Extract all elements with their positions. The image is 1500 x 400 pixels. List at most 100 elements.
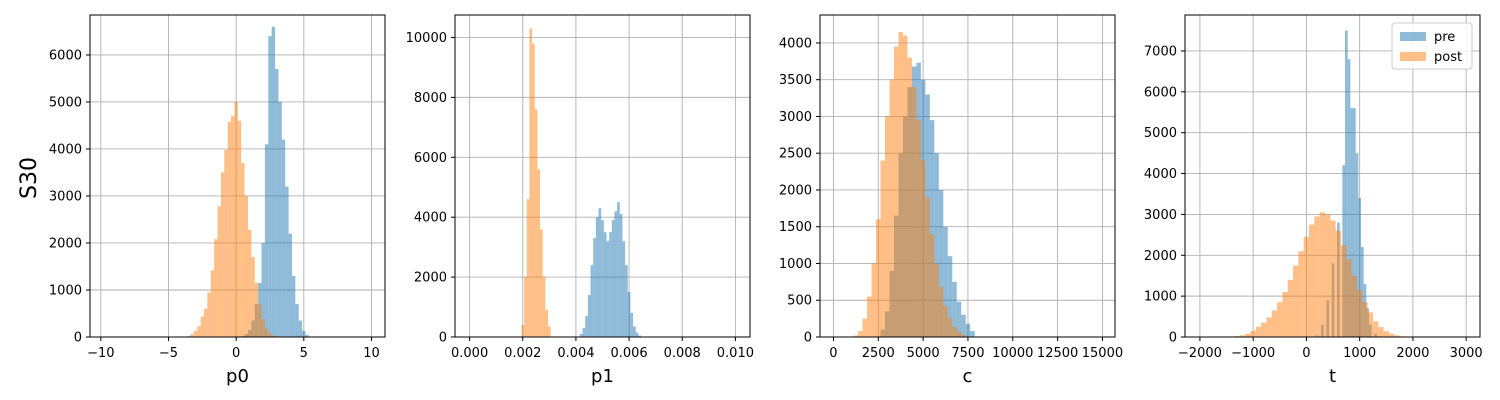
x-axis-label: c	[963, 366, 973, 387]
bar-post-17	[929, 234, 935, 337]
bar-post-22	[1351, 275, 1357, 337]
bar-pre-9	[271, 26, 276, 337]
bar-pre-12	[281, 139, 286, 337]
bar-post-24	[268, 333, 272, 337]
y-tick-label: 0	[804, 331, 812, 346]
bar-post-25	[271, 335, 276, 337]
bar-post-22	[952, 326, 957, 337]
bar-pre-7	[1347, 59, 1351, 337]
bar-pre-6	[595, 217, 599, 337]
bar-post-9	[217, 206, 221, 337]
y-tick-label: 3000	[779, 110, 812, 125]
y-tick-label: 10000	[406, 31, 447, 46]
bar-pre-4	[590, 265, 594, 337]
y-tick-label: 8000	[414, 91, 447, 106]
bar-post-24	[961, 334, 966, 337]
bar-pre-12	[611, 220, 615, 337]
x-axis-label: p1	[591, 366, 614, 387]
x-tick-label: −2000	[1178, 346, 1222, 361]
x-tick-label: 10	[363, 346, 380, 361]
bar-pre-16	[295, 304, 299, 337]
bar-post-28	[1383, 331, 1389, 337]
bar-pre-8	[268, 36, 272, 337]
bar-post-29	[1388, 333, 1395, 337]
x-tick-label: 7500	[951, 346, 984, 361]
x-tick-label: 2000	[1396, 346, 1429, 361]
bar-post-27	[1378, 327, 1384, 337]
bar-post-24	[1362, 302, 1368, 337]
bar-post-4	[1255, 326, 1262, 337]
bar-post-19	[251, 257, 255, 337]
bar-pre-18	[961, 314, 966, 337]
bar-post-1	[190, 334, 194, 337]
bar-pre-15	[291, 275, 296, 337]
bar-pre-11	[1358, 198, 1361, 337]
bar-pre-15	[619, 214, 623, 337]
bar-post-18	[247, 229, 252, 337]
bar-post-0	[853, 335, 859, 337]
x-axis-label: p0	[226, 366, 249, 387]
bar-post-21	[1346, 259, 1352, 337]
y-tick-label: 3000	[49, 189, 82, 204]
y-tick-label: 1000	[49, 283, 82, 298]
bar-post-13	[231, 116, 235, 337]
x-tick-label: −1000	[1231, 346, 1275, 361]
y-tick-label: 4000	[1144, 167, 1177, 182]
bar-post-18	[1330, 220, 1336, 337]
bar-pre-5	[593, 238, 596, 337]
bar-pre-17	[956, 301, 962, 337]
bar-post-11	[902, 35, 908, 338]
legend-swatch-post	[1400, 52, 1426, 61]
bar-pre-10	[275, 69, 279, 337]
y-tick-label: 3000	[1144, 208, 1177, 223]
y-tick-label: 0	[74, 331, 82, 346]
x-tick-label: 0.006	[610, 346, 647, 361]
panel-t: 0 1000 2000 3000 4000 5000 6000 7000 −2000 −1000 0…	[1144, 14, 1483, 387]
bar-post-3	[529, 28, 533, 338]
bar-post-20	[254, 282, 259, 337]
bar-pre-1	[582, 328, 586, 337]
y-tick-label: 6000	[49, 48, 82, 63]
bar-post-17	[1325, 214, 1331, 337]
bar-pre-14	[288, 233, 292, 337]
bar-post-0	[521, 325, 525, 337]
bar-post-2	[526, 199, 530, 337]
y-tick-label: 2000	[49, 236, 82, 251]
bar-post-6	[207, 292, 211, 337]
bar-post-2	[193, 330, 198, 337]
bar-post-1	[524, 277, 527, 337]
y-tick-label: 1000	[1144, 290, 1177, 305]
x-tick-label: 1000	[1343, 346, 1376, 361]
bar-pre-20	[633, 326, 636, 337]
bar-pre-7	[264, 144, 269, 337]
bar-post-23	[264, 328, 269, 337]
bar-pre-6	[1345, 30, 1348, 337]
bar-post-9	[545, 310, 549, 337]
bar-post-14	[916, 120, 921, 337]
legend-label-post: post	[1434, 50, 1462, 65]
bar-post-5	[534, 109, 538, 337]
bar-post-10	[548, 326, 551, 337]
bar-post-1	[858, 331, 863, 337]
bar-post-6	[537, 169, 541, 337]
x-tick-label: 0	[1302, 346, 1310, 361]
x-tick-label: 5000	[907, 346, 940, 361]
bar-pre-6	[261, 242, 265, 337]
y-tick-label: 1000	[779, 257, 812, 272]
bar-post-15	[920, 160, 926, 337]
bar-pre-18	[302, 330, 306, 337]
x-tick-label: 0.002	[504, 346, 541, 361]
x-tick-label: 0	[829, 346, 837, 361]
y-tick-label: 4000	[779, 36, 812, 51]
y-tick-label: 2500	[779, 147, 812, 162]
bar-pre-22	[638, 335, 642, 337]
x-tick-label: −5	[159, 346, 178, 361]
bar-post-5	[1261, 322, 1267, 337]
bar-post-14	[1309, 224, 1315, 337]
bar-pre-19	[305, 335, 309, 337]
bar-post-11	[224, 149, 228, 337]
bar-post-6	[880, 160, 886, 337]
x-tick-label: 0.010	[717, 346, 754, 361]
bar-pre-16	[622, 241, 626, 337]
bar-post-4	[532, 43, 535, 338]
